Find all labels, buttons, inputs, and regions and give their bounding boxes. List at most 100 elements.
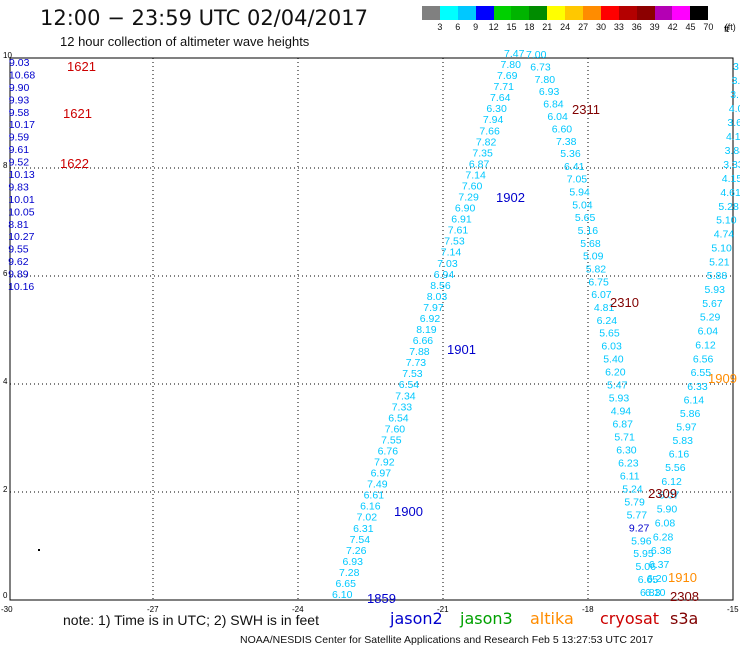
wave-height-value: 6.08 bbox=[655, 517, 676, 529]
wave-height-value: 7.14 bbox=[465, 169, 486, 181]
color-swatch-12 bbox=[636, 6, 655, 20]
wave-height-value: 5.10 bbox=[716, 215, 737, 227]
wave-height-value: 7.69 bbox=[497, 70, 518, 82]
wave-height-value: 9.27 bbox=[629, 522, 650, 534]
wave-height-value: 7.64 bbox=[490, 92, 511, 104]
wave-height-value: 9.58 bbox=[9, 107, 30, 119]
wave-height-value: 6.07 bbox=[591, 289, 612, 301]
wave-height-value: 6.84 bbox=[543, 99, 564, 111]
color-scale-label: 70 bbox=[703, 22, 714, 32]
wave-height-value: 7.71 bbox=[494, 81, 515, 93]
wave-height-value: 6.37 bbox=[649, 559, 670, 571]
wave-height-value: 4.74 bbox=[714, 229, 735, 241]
wave-height-value: 7.53 bbox=[444, 236, 465, 248]
color-scale-label: 36 bbox=[631, 22, 642, 32]
wave-height-value: 6.12 bbox=[695, 340, 716, 352]
wave-height-value: 7.94 bbox=[483, 114, 504, 126]
wave-height-value: 6.38 bbox=[651, 545, 672, 557]
color-scale-label: 42 bbox=[667, 22, 678, 32]
pass-label: 1909 bbox=[708, 371, 737, 386]
color-swatch-7 bbox=[547, 6, 566, 20]
color-scale-label: 3 bbox=[437, 22, 443, 32]
color-swatch-6 bbox=[529, 6, 548, 20]
wave-height-value: 6.76 bbox=[378, 446, 399, 458]
wave-height-value: 6.31 bbox=[353, 523, 374, 535]
color-scale-label: (ft) bbox=[724, 22, 736, 32]
wave-height-value: 10.16 bbox=[8, 281, 34, 293]
wave-height-value: 7.05 bbox=[567, 174, 588, 186]
color-swatch-3 bbox=[475, 6, 494, 20]
wave-height-value: 7.60 bbox=[385, 423, 406, 435]
unit-label: ft bbox=[724, 24, 730, 34]
credit-line: NOAA/NESDIS Center for Satellite Applica… bbox=[240, 634, 654, 646]
wave-height-value: 5.93 bbox=[705, 284, 726, 296]
wave-height-value: 7.80 bbox=[501, 59, 522, 71]
pass-label: 2308 bbox=[670, 589, 699, 604]
x-tick-label: -15 bbox=[727, 605, 739, 614]
wave-height-value: 5.09 bbox=[583, 251, 604, 263]
wave-height-value: 6.83 bbox=[640, 587, 661, 599]
wave-height-value: 6.65 bbox=[638, 574, 659, 586]
wave-height-value: 6.75 bbox=[588, 276, 609, 288]
y-tick-label: 10 bbox=[3, 51, 12, 60]
wave-height-value: 6.97 bbox=[371, 468, 392, 480]
color-scale-labels: 3 6 9 12 15 18 21 24 27 30 33 36 39 42 45 70 (ft) bbox=[422, 22, 740, 34]
wave-height-value: 6.20 bbox=[605, 367, 626, 379]
wave-height-value: 10.05 bbox=[8, 206, 34, 218]
wave-height-value: 6.20 bbox=[647, 573, 668, 585]
wave-height-value: 3.6 bbox=[727, 117, 740, 129]
wave-height-value: 6.91 bbox=[451, 214, 472, 226]
wave-height-value: 6.11 bbox=[620, 471, 640, 483]
wave-height-value: 6.93 bbox=[539, 86, 560, 98]
wave-height-value: 8.03 bbox=[427, 291, 448, 303]
landmark-dot bbox=[38, 549, 40, 551]
wave-height-value: 5.67 bbox=[702, 298, 723, 310]
wave-height-value: 7.33 bbox=[392, 401, 413, 413]
color-scale-label: 21 bbox=[542, 22, 553, 32]
legend-item-cryosat: cryosat bbox=[600, 609, 660, 628]
wave-height-value: 6.30 bbox=[616, 445, 637, 457]
color-swatch-8 bbox=[565, 6, 584, 20]
color-swatch-2 bbox=[457, 6, 476, 20]
wave-height-value: 5.68 bbox=[580, 238, 601, 250]
wave-height-value: 5.97 bbox=[676, 422, 697, 434]
legend-item-jason3: jason3 bbox=[460, 609, 513, 628]
wave-height-value: 9.83 bbox=[8, 181, 29, 193]
wave-height-value: 10.13 bbox=[9, 169, 35, 181]
color-swatch-9 bbox=[583, 6, 601, 20]
wave-height-value: 6.04 bbox=[547, 111, 568, 123]
wave-height-value: 6.33 bbox=[687, 381, 708, 393]
wave-height-value: 7.38 bbox=[556, 136, 577, 148]
color-scale-label: 15 bbox=[506, 22, 517, 32]
pass-label: 1621 bbox=[63, 106, 92, 121]
wave-height-value: 5.90 bbox=[657, 504, 678, 516]
wave-height-value: 5.06 bbox=[636, 561, 657, 573]
wave-height-value: 7.26 bbox=[346, 545, 367, 557]
wave-height-value: 7.02 bbox=[357, 512, 378, 524]
pass-label: 1859 bbox=[367, 591, 396, 606]
wave-height-value: 6.10 bbox=[332, 589, 353, 601]
wave-height-value: 6.23 bbox=[618, 458, 639, 470]
color-scale-bar bbox=[422, 6, 709, 20]
wave-height-value: 6.28 bbox=[653, 531, 674, 543]
wave-height-value: 9.62 bbox=[8, 256, 29, 268]
wave-height-value: 7.14 bbox=[441, 247, 462, 259]
wave-height-value: 5.21 bbox=[709, 256, 730, 268]
color-scale-label: 33 bbox=[613, 22, 624, 32]
color-scale-label: 27 bbox=[578, 22, 589, 32]
color-swatch-10 bbox=[600, 6, 619, 20]
wave-height-value: 9.93 bbox=[9, 94, 30, 106]
wave-height-value: 6.65 bbox=[336, 578, 357, 590]
wave-height-value: 6.24 bbox=[597, 315, 618, 327]
wave-height-value: 7.55 bbox=[381, 434, 402, 446]
wave-height-value: 3. bbox=[732, 75, 740, 87]
wave-height-value: 7.61 bbox=[448, 225, 469, 237]
pass-label: 2309 bbox=[648, 486, 677, 501]
wave-height-value: 5.95 bbox=[633, 548, 654, 560]
color-scale-label: 30 bbox=[595, 22, 607, 32]
wave-height-value: 5.10 bbox=[711, 242, 732, 254]
x-tick-label: -27 bbox=[147, 605, 159, 614]
wave-height-value: 6.04 bbox=[698, 326, 719, 338]
